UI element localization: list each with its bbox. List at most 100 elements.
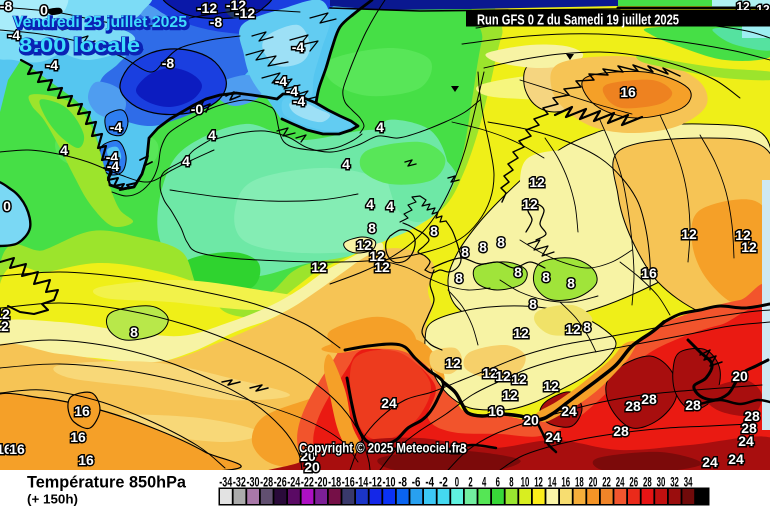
svg-text:16: 16 xyxy=(9,441,25,457)
svg-text:-4: -4 xyxy=(107,158,120,174)
svg-text:-4: -4 xyxy=(425,474,434,490)
svg-text:-0: -0 xyxy=(191,101,204,117)
svg-text:8: 8 xyxy=(130,324,138,340)
svg-text:-22: -22 xyxy=(301,474,314,490)
svg-text:-4: -4 xyxy=(292,39,305,55)
svg-text:24: 24 xyxy=(702,454,718,470)
svg-text:16: 16 xyxy=(641,265,657,281)
svg-text:24: 24 xyxy=(381,395,397,411)
svg-text:28: 28 xyxy=(685,397,701,413)
svg-text:16: 16 xyxy=(488,403,504,419)
svg-text:28: 28 xyxy=(744,408,760,424)
svg-text:Run GFS 0 Z du Samedi 19 juill: Run GFS 0 Z du Samedi 19 juillet 2025 xyxy=(477,12,679,29)
svg-text:8: 8 xyxy=(567,275,575,291)
svg-text:20: 20 xyxy=(300,448,316,464)
svg-text:8: 8 xyxy=(583,319,591,335)
svg-text:12: 12 xyxy=(522,196,538,212)
svg-text:24: 24 xyxy=(738,433,754,449)
svg-text:Température 850hPa: Température 850hPa xyxy=(27,474,187,492)
svg-text:0: 0 xyxy=(3,198,11,214)
svg-text:8: 8 xyxy=(509,474,513,490)
svg-text:12: 12 xyxy=(0,306,10,322)
svg-text:28: 28 xyxy=(613,423,629,439)
svg-text:24: 24 xyxy=(616,474,625,490)
svg-text:(+ 150h): (+ 150h) xyxy=(27,492,78,507)
svg-text:16: 16 xyxy=(561,474,570,490)
svg-text:-34: -34 xyxy=(219,474,232,490)
svg-text:12: 12 xyxy=(565,321,581,337)
svg-text:8: 8 xyxy=(542,269,550,285)
svg-text:8:00 locale: 8:00 locale xyxy=(19,35,140,57)
svg-text:32: 32 xyxy=(670,474,679,490)
svg-text:-26: -26 xyxy=(274,474,287,490)
svg-text:4: 4 xyxy=(342,156,350,172)
svg-text:12: 12 xyxy=(513,325,529,341)
svg-text:8:00 locale: 8:00 locale xyxy=(21,37,142,59)
svg-text:-12: -12 xyxy=(197,0,217,16)
svg-text:12: 12 xyxy=(369,248,385,264)
svg-text:-8: -8 xyxy=(210,14,223,30)
svg-text:34: 34 xyxy=(684,474,693,490)
svg-text:-30: -30 xyxy=(247,474,260,490)
svg-text:-18: -18 xyxy=(328,474,341,490)
svg-text:12: 12 xyxy=(511,371,527,387)
svg-text:-24: -24 xyxy=(287,474,300,490)
svg-text:Copyright © 2025 Meteociel.fr: Copyright © 2025 Meteociel.fr xyxy=(299,440,460,456)
svg-text:12: 12 xyxy=(495,368,511,384)
svg-text:18: 18 xyxy=(575,474,584,490)
svg-text:-4: -4 xyxy=(110,119,123,135)
svg-text:22: 22 xyxy=(602,474,611,490)
svg-text:28: 28 xyxy=(741,420,757,436)
svg-text:-4: -4 xyxy=(286,83,299,99)
svg-text:8: 8 xyxy=(529,296,537,312)
svg-text:4: 4 xyxy=(208,127,216,143)
svg-text:-8: -8 xyxy=(162,55,175,71)
svg-text:12: 12 xyxy=(482,365,498,381)
svg-text:12: 12 xyxy=(534,474,543,490)
svg-text:12: 12 xyxy=(543,378,559,394)
svg-text:-16: -16 xyxy=(342,474,355,490)
svg-text:-12: -12 xyxy=(235,5,255,21)
svg-text:28: 28 xyxy=(625,398,641,414)
svg-text:-4: -4 xyxy=(46,57,59,73)
svg-text:16: 16 xyxy=(0,441,12,457)
svg-text:-20: -20 xyxy=(315,474,328,490)
svg-text:2: 2 xyxy=(468,474,472,490)
svg-text:12: 12 xyxy=(741,239,757,255)
svg-text:-8: -8 xyxy=(398,474,407,490)
svg-text:12: 12 xyxy=(0,318,9,334)
svg-text:8: 8 xyxy=(479,239,487,255)
svg-text:8: 8 xyxy=(430,223,438,239)
svg-text:4: 4 xyxy=(376,119,384,135)
svg-text:-4: -4 xyxy=(275,73,288,89)
svg-text:-28: -28 xyxy=(260,474,273,490)
svg-text:24: 24 xyxy=(728,451,744,467)
svg-text:20: 20 xyxy=(304,459,320,475)
svg-text:24: 24 xyxy=(561,403,577,419)
svg-text:8: 8 xyxy=(455,270,463,286)
svg-text:-12: -12 xyxy=(369,474,382,490)
svg-text:12: 12 xyxy=(445,355,461,371)
svg-text:16: 16 xyxy=(78,452,94,468)
svg-text:Vendredi 25 juillet 2025: Vendredi 25 juillet 2025 xyxy=(15,16,189,33)
svg-text:28: 28 xyxy=(451,440,467,456)
svg-text:16: 16 xyxy=(620,84,636,100)
svg-text:-32: -32 xyxy=(233,474,246,490)
svg-text:30: 30 xyxy=(657,474,666,490)
svg-text:16: 16 xyxy=(74,403,90,419)
svg-text:6: 6 xyxy=(496,474,500,490)
svg-text:12: 12 xyxy=(374,259,390,275)
svg-text:0: 0 xyxy=(455,474,459,490)
svg-text:4: 4 xyxy=(182,153,190,169)
svg-text:12: 12 xyxy=(529,174,545,190)
svg-text:4: 4 xyxy=(60,142,68,158)
svg-text:-12: -12 xyxy=(226,0,246,13)
svg-text:12: 12 xyxy=(502,387,518,403)
svg-text:8: 8 xyxy=(461,244,469,260)
svg-text:28: 28 xyxy=(643,474,652,490)
svg-text:-4: -4 xyxy=(8,27,21,43)
svg-text:4: 4 xyxy=(482,474,486,490)
svg-text:-14: -14 xyxy=(355,474,368,490)
svg-text:12: 12 xyxy=(356,237,372,253)
svg-text:26: 26 xyxy=(629,474,638,490)
